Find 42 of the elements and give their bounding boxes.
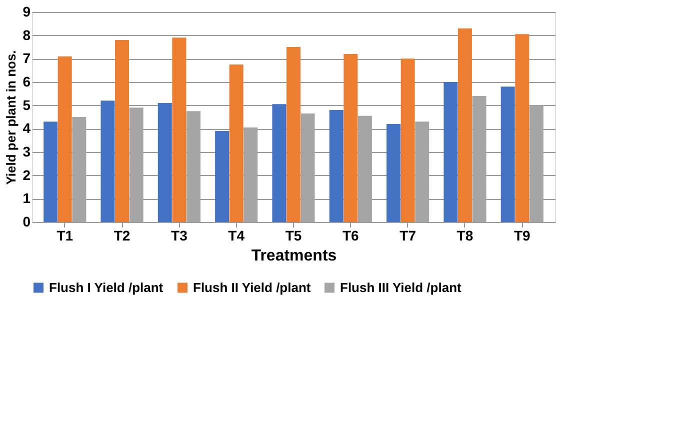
bar xyxy=(272,104,286,222)
y-axis-title: Yield per plant in nos. xyxy=(4,50,19,185)
bar xyxy=(100,100,115,222)
bar xyxy=(329,110,344,222)
bar xyxy=(172,38,186,222)
x-tick-label: T2 xyxy=(114,228,130,244)
x-tick-label: T6 xyxy=(342,228,360,244)
bar xyxy=(344,54,358,222)
bar xyxy=(158,103,172,222)
x-tick-label: T1 xyxy=(56,228,74,244)
legend-label: Flush III Yield /plant xyxy=(340,280,462,295)
bar xyxy=(386,124,401,222)
y-tick-label: 1 xyxy=(22,190,31,206)
bar xyxy=(215,131,230,222)
x-tick-label: T7 xyxy=(400,228,416,244)
y-tick-label: 7 xyxy=(22,50,31,66)
x-tick-label: T5 xyxy=(285,228,302,244)
bar xyxy=(115,40,130,222)
bar xyxy=(515,34,530,222)
y-tick-label: 9 xyxy=(22,4,31,20)
bar xyxy=(44,122,58,222)
bar xyxy=(500,86,515,222)
y-tick-label: 3 xyxy=(22,144,31,160)
x-tick-label: T9 xyxy=(514,228,531,244)
x-tick-label: T4 xyxy=(228,228,245,244)
x-axis-title: Treatments xyxy=(251,248,337,264)
y-tick-label: 6 xyxy=(22,74,31,90)
y-tick-label: 8 xyxy=(22,26,31,43)
y-tick-label: 0 xyxy=(22,214,31,230)
legend-label: Flush I Yield /plant xyxy=(49,280,164,295)
bar xyxy=(400,58,415,222)
legend-label: Flush II Yield /plant xyxy=(193,280,312,295)
bar xyxy=(286,47,300,222)
bar xyxy=(444,82,458,222)
y-tick-label: 5 xyxy=(22,96,31,113)
y-tick-label: 4 xyxy=(22,120,31,136)
x-tick-label: T8 xyxy=(456,228,474,244)
bar xyxy=(458,28,472,222)
x-tick-label: T3 xyxy=(171,228,188,244)
bar xyxy=(58,56,72,222)
bar xyxy=(229,64,244,222)
y-tick-label: 2 xyxy=(22,166,31,183)
